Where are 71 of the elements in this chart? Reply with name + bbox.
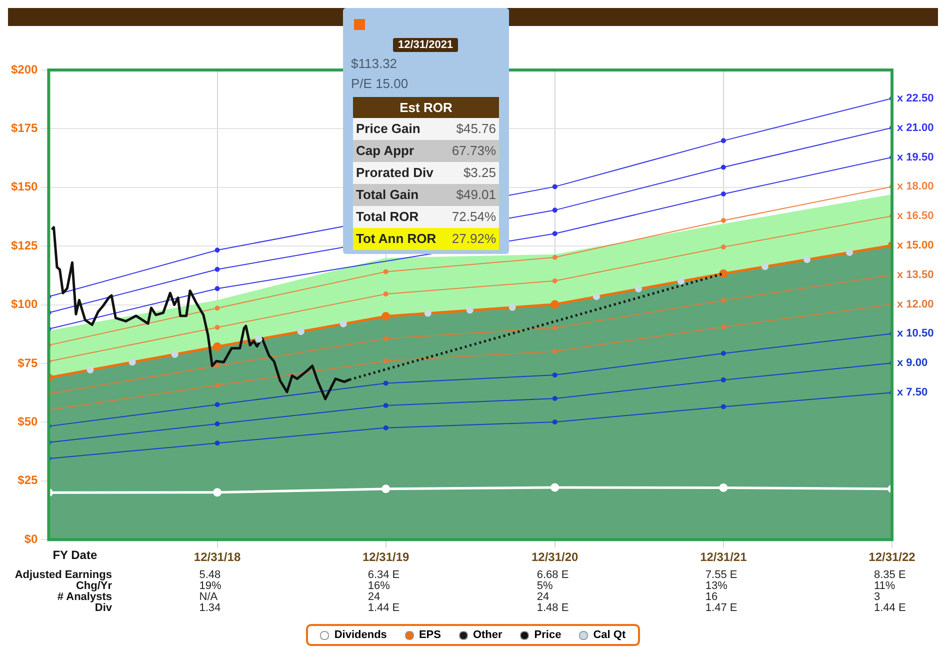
y-tick-label: $100 [10,297,38,312]
text: 1.34 [199,602,221,614]
annotation: x 18.00 [897,180,934,193]
annotation: x 15.00 [897,239,934,252]
text: 5.48 [199,569,221,581]
text: 1.44 E [368,602,400,614]
text: 8.35 E [874,569,906,581]
text: 24 [536,591,550,603]
annotation: x 12.00 [897,298,934,310]
x-tick-label: 12/31/19 [362,550,410,564]
text: 19% [199,580,222,592]
text: 11% [874,580,896,592]
text: 24 [368,591,380,603]
y-tick-label: $75 [18,356,38,370]
text: 16% [368,580,390,592]
text: 3 [874,591,880,603]
annotation: x 13.50 [897,269,934,282]
text: Div [94,602,112,614]
text: 1.47 E [705,602,738,614]
annotation: 27.92% [452,230,496,248]
text: 5% [536,580,553,592]
annotation: x 21.00 [897,122,934,134]
legend-label: EPS [418,629,441,641]
annotation: $49.01 [456,186,496,204]
annotation: x 19.50 [897,151,934,164]
text: Chg/Yr [76,580,112,592]
annotation: x 22.50 [897,92,934,104]
annotation: Prorated Div [356,164,434,182]
text: 6.34 E [368,569,400,581]
y-tick-label: $50 [18,414,38,429]
text: 1.44 E [874,602,906,614]
text: 13% [705,580,728,592]
text: 16 [705,591,718,603]
annotation: 67.73% [452,142,496,160]
annotation: $3.25 [463,164,496,182]
annotation: x 7.50 [897,386,928,399]
x-tick-label: 12/31/22 [868,550,916,564]
text: 6.68 E [536,569,569,581]
annotation: $113.32 [351,56,398,71]
x-tick-label: 12/31/21 [700,550,748,564]
y-tick-label: $125 [10,238,38,252]
annotation: Est ROR [353,97,499,118]
annotation: 72.54% [452,208,496,226]
legend-label: Other [472,629,502,641]
legend-label: Cal Qt [592,629,626,641]
text: # Analysts [57,591,112,603]
y-tick-label: $175 [10,121,38,136]
text: N/A [199,591,218,603]
y-tick-label: $0 [24,532,38,546]
text: 1.48 E [536,602,569,614]
annotation: Price Gain [356,120,420,138]
annotation: x 9.00 [897,357,928,370]
x-tick-label: 12/31/18 [194,550,241,564]
y-tick-label: $25 [18,473,38,488]
y-tick-label: $150 [10,180,38,194]
annotation: Cap Appr [356,142,414,160]
text: Adjusted Earnings [14,569,112,581]
annotation: Total Gain [356,186,419,204]
annotation: $45.76 [456,120,496,138]
legend-label: Dividends [333,629,387,641]
legend-label: Price [533,629,562,641]
x-axis-title: FY Date [52,548,98,562]
annotation: Total ROR [356,208,419,226]
annotation: x 10.50 [897,328,934,340]
text: 7.55 E [705,569,738,581]
annotation: P/E 15.00 [351,76,408,91]
y-tick-label: $200 [10,62,38,76]
annotation: Tot Ann ROR [356,230,436,248]
annotation: x 16.50 [897,210,934,222]
x-tick-label: 12/31/20 [532,550,579,564]
text: 12/31/2021 [398,39,454,51]
